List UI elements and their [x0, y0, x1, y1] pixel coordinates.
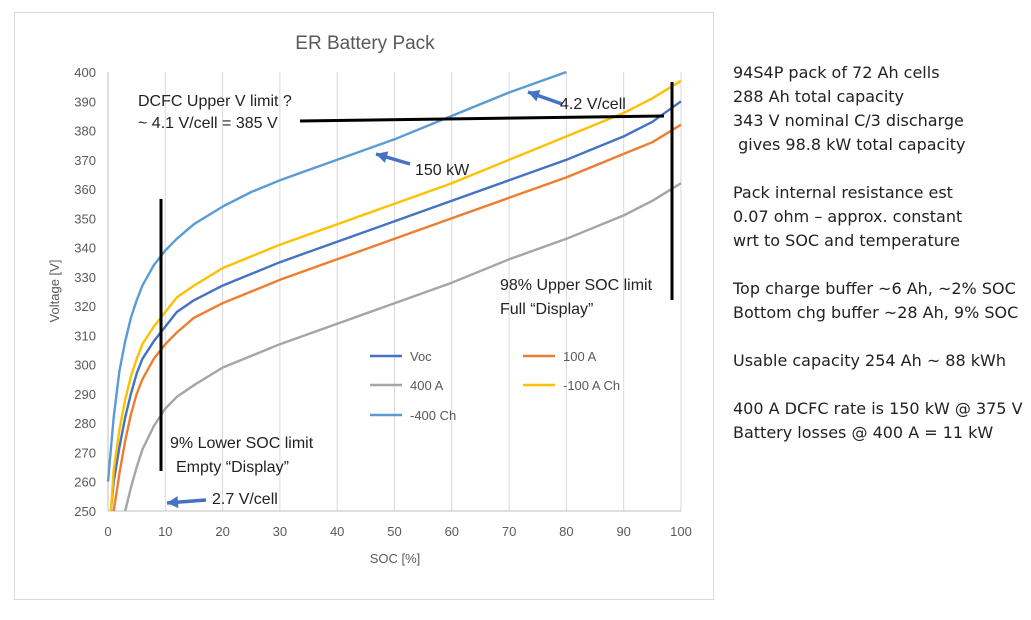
y-axis-label: Voltage [V]	[47, 260, 62, 323]
arrow-2p7v-head	[167, 496, 179, 509]
y-tick-label: 300	[74, 358, 96, 373]
series-line-0	[109, 100, 682, 512]
annotation-150kw: 150 kW	[415, 162, 470, 179]
annotation-upper-soc: 98% Upper SOC limit	[500, 277, 653, 294]
notes-spacer	[733, 325, 1028, 349]
note-line: 0.07 ohm – approx. constant	[733, 207, 963, 226]
notes-panel: 94S4P pack of 72 Ah cells 288 Ah total ca…	[733, 61, 1028, 445]
arrow-150kw-head	[376, 151, 389, 163]
y-tick-label: 310	[74, 328, 96, 343]
x-tick-label: 40	[330, 524, 344, 539]
x-tick-label: 100	[670, 524, 692, 539]
y-tick-label: 330	[74, 270, 96, 285]
chart-frame	[14, 12, 714, 600]
notes-spacer	[733, 373, 1028, 397]
note-line: Battery losses @ 400 A = 11 kW	[733, 423, 994, 442]
legend-label: -100 A Ch	[563, 378, 620, 393]
annotation-empty-display: Empty “Display”	[176, 459, 289, 476]
note-line: gives 98.8 kW total capacity	[733, 135, 966, 154]
x-tick-label: 10	[158, 524, 172, 539]
annotation-full-display: Full “Display”	[500, 301, 593, 318]
annotation-4p2v: 4.2 V/cell	[560, 96, 626, 113]
legend-label: -400 Ch	[410, 408, 456, 423]
series-line-2	[124, 182, 682, 512]
annotation-dcfc-limit: DCFC Upper V limit ?	[138, 93, 292, 110]
x-tick-label: 50	[387, 524, 401, 539]
note-line: 288 Ah total capacity	[733, 87, 905, 106]
note-line: Usable capacity 254 Ah ~ 88 kWh	[733, 351, 1006, 370]
x-tick-label: 80	[559, 524, 573, 539]
y-tick-label: 340	[74, 241, 96, 256]
y-tick-label: 350	[74, 211, 96, 226]
x-tick-label: 20	[215, 524, 229, 539]
dcfc-limit-line	[299, 114, 665, 123]
y-tick-label: 270	[74, 445, 96, 460]
note-line: Bottom chg buffer ~28 Ah, 9% SOC	[733, 303, 1019, 322]
x-axis-label: SOC [%]	[370, 551, 421, 566]
x-tick-label: 0	[104, 524, 111, 539]
x-tick-label: 70	[502, 524, 516, 539]
notes-spacer	[733, 157, 1028, 181]
note-line: wrt to SOC and temperature	[733, 231, 960, 250]
legend-label: Voc	[410, 349, 432, 364]
y-tick-label: 280	[74, 416, 96, 431]
legend-label: 100 A	[563, 349, 597, 364]
legend-label: 400 A	[410, 378, 444, 393]
annotation-4p1v: ~ 4.1 V/cell = 385 V	[138, 115, 278, 132]
y-tick-label: 390	[74, 94, 96, 109]
arrow-4p2v-head	[528, 90, 541, 102]
note-line: 94S4P pack of 72 Ah cells	[733, 63, 940, 82]
y-tick-label: 260	[74, 475, 96, 490]
series-line-3	[109, 79, 682, 512]
y-tick-label: 360	[74, 182, 96, 197]
y-tick-label: 320	[74, 299, 96, 314]
note-line: Pack internal resistance est	[733, 183, 953, 202]
series-line-1	[112, 123, 682, 512]
y-tick-label: 380	[74, 124, 96, 139]
note-line: 400 A DCFC rate is 150 kW @ 375 V	[733, 399, 1023, 418]
annotation-2p7v: 2.7 V/cell	[212, 491, 278, 508]
note-line: 343 V nominal C/3 discharge	[733, 111, 964, 130]
y-tick-label: 400	[74, 65, 96, 80]
y-tick-label: 290	[74, 387, 96, 402]
x-tick-label: 60	[445, 524, 459, 539]
x-tick-label: 30	[273, 524, 287, 539]
y-tick-label: 370	[74, 153, 96, 168]
note-line: Top charge buffer ~6 Ah, ~2% SOC	[733, 279, 1016, 298]
x-tick-label: 90	[616, 524, 630, 539]
y-tick-label: 250	[74, 504, 96, 519]
chart-title: ER Battery Pack	[295, 33, 435, 54]
series-line-4	[106, 70, 567, 482]
annotation-lower-soc: 9% Lower SOC limit	[170, 435, 314, 452]
notes-spacer	[733, 253, 1028, 277]
